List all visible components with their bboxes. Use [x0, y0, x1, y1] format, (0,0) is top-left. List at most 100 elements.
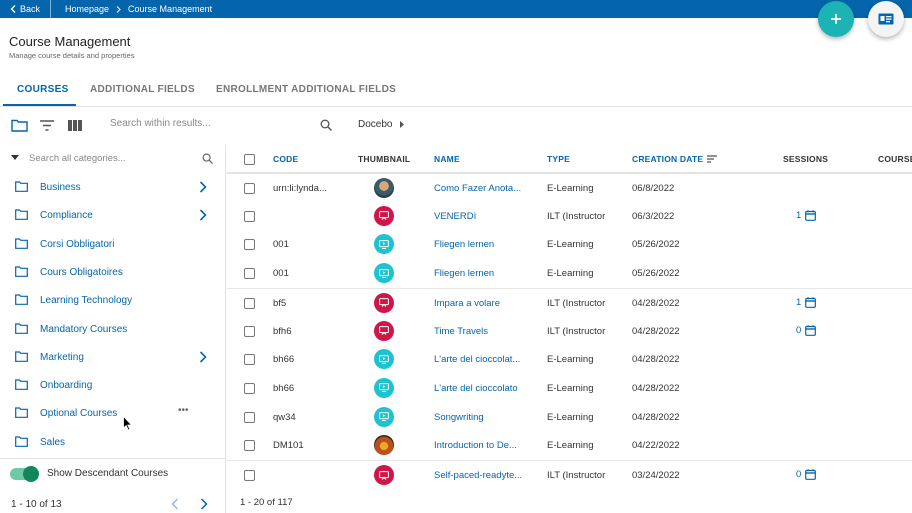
caret-down-icon[interactable]: [11, 155, 19, 160]
row-checkbox[interactable]: [244, 210, 255, 222]
mouse-cursor-icon: [123, 416, 133, 431]
search-input[interactable]: Search within results...: [110, 118, 211, 129]
chevron-right-icon[interactable]: [200, 498, 208, 510]
cell-code: bh66: [273, 382, 295, 394]
table-row[interactable]: DM101 Introduction to De... E-Learning 04/2…: [227, 431, 912, 460]
expand-category-button[interactable]: [199, 181, 207, 196]
category-item[interactable]: Mandatory Courses: [0, 315, 226, 343]
tab-bar: COURSES ADDITIONAL FIELDS ENROLLMENT ADD…: [0, 82, 912, 107]
cell-name-link[interactable]: Songwriting: [434, 411, 484, 423]
cell-name-link[interactable]: Time Travels: [434, 325, 489, 337]
filter-button[interactable]: [38, 117, 56, 133]
row-checkbox[interactable]: [244, 268, 255, 280]
course-thumbnail: [374, 435, 394, 456]
elearning-icon: [379, 268, 389, 278]
category-item[interactable]: Compliance: [0, 201, 226, 229]
category-label: Mandatory Courses: [40, 323, 128, 335]
chevron-left-icon: [10, 5, 16, 13]
sessions-link[interactable]: 0: [796, 325, 817, 336]
cell-name-link[interactable]: VENERDì: [434, 210, 477, 222]
cell-code: 001: [273, 268, 289, 280]
course-thumbnail: [374, 178, 394, 198]
tab-enrollment-additional-fields[interactable]: ENROLLMENT ADDITIONAL FIELDS: [216, 84, 397, 95]
category-item[interactable]: Business: [0, 173, 226, 201]
cell-name-link[interactable]: L'arte del cioccolato: [434, 382, 518, 394]
table-row[interactable]: 001 Fliegen lernen E-Learning 05/26/2022: [227, 259, 912, 288]
header-code[interactable]: CODE: [273, 154, 299, 164]
header-name[interactable]: NAME: [434, 154, 460, 164]
active-tab-indicator: [3, 104, 76, 106]
catalog-selector[interactable]: Docebo: [358, 119, 405, 130]
row-checkbox[interactable]: [244, 440, 255, 452]
more-options-icon[interactable]: •••: [178, 405, 189, 417]
row-checkbox[interactable]: [244, 382, 255, 394]
cell-creation-date: 04/28/2022: [632, 325, 680, 337]
header-type[interactable]: TYPE: [547, 154, 571, 164]
row-checkbox[interactable]: [244, 470, 255, 481]
cell-code: qw34: [273, 411, 296, 423]
back-button[interactable]: Back: [0, 0, 52, 18]
sessions-count: 0: [796, 469, 802, 480]
cell-name-link[interactable]: L'arte del cioccolat...: [434, 354, 521, 366]
folder-icon: [15, 294, 28, 306]
select-all-checkbox[interactable]: [244, 154, 255, 165]
cell-name-link[interactable]: Introduction to De...: [434, 440, 517, 452]
descendant-courses-toggle[interactable]: [10, 466, 39, 482]
tab-courses[interactable]: COURSES: [17, 84, 69, 95]
category-item[interactable]: Learning Technology: [0, 286, 226, 314]
category-item[interactable]: Marketing: [0, 343, 226, 371]
cell-name-link[interactable]: Fliegen lernen: [434, 268, 495, 280]
table-header: CODE THUMBNAIL NAME TYPE CREATION DATE S…: [227, 145, 912, 173]
category-item[interactable]: Onboarding: [0, 371, 226, 399]
category-item[interactable]: Optional Courses •••: [0, 399, 226, 427]
table-row[interactable]: Self-paced-readyte... ILT (Instructor 03/2…: [227, 460, 912, 489]
cell-name-link[interactable]: Como Fazer Anota...: [434, 183, 522, 194]
table-row[interactable]: VENERDì ILT (Instructor 06/3/2022 1: [227, 202, 912, 231]
search-button[interactable]: [320, 119, 332, 134]
side-panel-button[interactable]: [868, 1, 904, 37]
table-row[interactable]: urn:li:lynda... Como Fazer Anota... E-Lear…: [227, 173, 912, 202]
cell-type: E-Learning: [547, 183, 594, 194]
table-row[interactable]: bh66 L'arte del cioccolato E-Learning 04/28…: [227, 374, 912, 403]
cell-name-link[interactable]: Self-paced-readyte...: [434, 470, 523, 481]
table-row[interactable]: qw34 Songwriting E-Learning 04/28/2022: [227, 403, 912, 432]
cell-name-link[interactable]: Impara a volare: [434, 297, 501, 309]
category-search-input[interactable]: Search all categories...: [29, 153, 126, 164]
elearning-icon: [379, 239, 389, 249]
sessions-link[interactable]: 0: [796, 469, 817, 480]
header-creation-date[interactable]: CREATION DATE: [632, 154, 718, 164]
category-item[interactable]: Sales: [0, 428, 226, 456]
folder-icon: [15, 436, 28, 447]
folder-view-button[interactable]: [10, 117, 28, 133]
table-row[interactable]: bh66 L'arte del cioccolat... E-Learning 04/…: [227, 345, 912, 374]
header-thumbnail: THUMBNAIL: [358, 154, 411, 164]
row-checkbox[interactable]: [244, 354, 255, 366]
cell-type: E-Learning: [547, 411, 594, 423]
columns-button[interactable]: [66, 117, 84, 133]
table-row[interactable]: bf5 Impara a volare ILT (Instructor 04/28/2…: [227, 287, 912, 317]
breadcrumb-homepage[interactable]: Homepage: [65, 4, 110, 14]
tab-additional-fields[interactable]: ADDITIONAL FIELDS: [90, 84, 195, 95]
table-row[interactable]: bfh6 Time Travels ILT (Instructor 04/28/202…: [227, 317, 912, 346]
filter-icon: [40, 119, 54, 131]
page-subtitle: Manage course details and properties: [9, 51, 135, 60]
search-icon: [320, 119, 332, 131]
cell-name-link[interactable]: Fliegen lernen: [434, 239, 495, 251]
category-item[interactable]: Corsi Obbligatori: [0, 230, 226, 258]
sessions-link[interactable]: 1: [796, 210, 817, 221]
folder-icon: [15, 209, 28, 221]
row-checkbox[interactable]: [244, 411, 255, 423]
row-checkbox[interactable]: [244, 325, 255, 337]
plus-icon: [831, 14, 841, 24]
row-checkbox[interactable]: [244, 239, 255, 251]
search-icon[interactable]: [202, 153, 213, 164]
table-row[interactable]: 001 Fliegen lernen E-Learning 05/26/2022: [227, 230, 912, 259]
chevron-left-icon[interactable]: [171, 498, 179, 510]
add-course-button[interactable]: [818, 1, 854, 37]
sessions-link[interactable]: 1: [796, 297, 817, 308]
row-checkbox[interactable]: [244, 297, 255, 309]
expand-category-button[interactable]: [199, 209, 207, 224]
expand-category-button[interactable]: [199, 351, 207, 366]
category-item[interactable]: Cours Obligatoires: [0, 258, 226, 286]
row-checkbox[interactable]: [244, 183, 255, 194]
